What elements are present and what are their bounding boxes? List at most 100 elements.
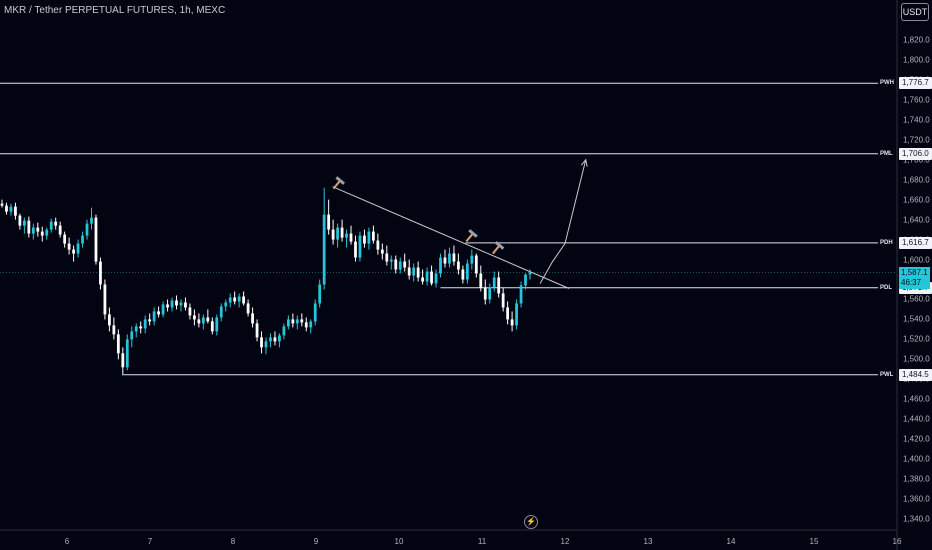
candle-body (269, 337, 272, 342)
candle-body (506, 307, 510, 320)
price-tick-label: 1,540.0 (903, 314, 930, 324)
candle-body (14, 206, 17, 216)
descending-trendline (332, 186, 570, 289)
candle-body (246, 303, 250, 314)
candle-body (85, 223, 89, 236)
price-tick-label: 1,720.0 (903, 135, 930, 145)
level-tag: PWL (880, 371, 894, 378)
candle-body (90, 217, 93, 224)
candle-body (443, 257, 447, 264)
time-tick-label: 8 (230, 537, 236, 546)
candle-body (31, 227, 35, 234)
price-tick-label: 1,360.0 (903, 494, 930, 504)
candle-body (224, 302, 228, 307)
candle-body (116, 334, 120, 354)
candle-body (286, 319, 290, 327)
price-tick-label: 1,440.0 (903, 414, 930, 424)
candle-body (242, 296, 246, 304)
candle-body (515, 303, 518, 326)
candle-body (166, 304, 169, 308)
candle-body (121, 353, 125, 368)
candle-body (251, 313, 254, 324)
candle-body (260, 337, 263, 348)
candle-body (76, 243, 80, 254)
candle-body (67, 243, 71, 250)
candle-body (340, 227, 344, 238)
level-price-box: 1,776.7 (899, 77, 932, 90)
price-tick-label: 1,700.0 (903, 155, 930, 165)
price-tick-label: 1,680.0 (903, 175, 930, 185)
time-tick-label: 14 (726, 537, 736, 546)
candle-body (18, 215, 22, 226)
candle-body (9, 206, 13, 212)
candle-body (358, 235, 362, 258)
price-tick-label: 1,820.0 (903, 35, 930, 45)
projected-path (539, 159, 587, 284)
candle-body (403, 261, 407, 268)
bar-countdown: 46:37 (901, 278, 922, 287)
candle-body (22, 220, 26, 226)
candle-body (430, 271, 433, 284)
candle-body (228, 297, 232, 303)
candle-body (434, 273, 438, 284)
level-price-box: 1,706.0 (899, 147, 932, 160)
price-tick-label: 1,800.0 (903, 55, 930, 65)
lightning-bolt-icon[interactable]: ⚡ (524, 515, 538, 529)
candle-body (291, 319, 295, 324)
candle-body (112, 325, 116, 335)
candle-body (219, 306, 223, 318)
current-price-label: 1,587.1 46:37 (899, 267, 930, 289)
candle-body (63, 234, 67, 244)
candle-body (237, 296, 241, 302)
time-tick-label: 9 (313, 537, 319, 546)
candle-body (139, 326, 143, 329)
candle-body (354, 241, 357, 258)
time-tick-label: 11 (477, 537, 487, 546)
candle-body (421, 277, 424, 282)
candle-body (416, 267, 420, 278)
candle-body (206, 317, 210, 322)
candle-body (510, 319, 514, 326)
price-tick-label: 1,640.0 (903, 215, 930, 225)
candle-body (255, 323, 259, 338)
candle-body (148, 319, 152, 322)
candle-body (345, 233, 348, 238)
candle-body (273, 337, 277, 342)
candle-body (448, 253, 451, 264)
candle-body (412, 267, 416, 276)
candle-body (193, 315, 196, 320)
price-tick-label: 1,400.0 (903, 454, 930, 464)
price-tick-label: 1,460.0 (903, 394, 930, 404)
chart-title: MKR / Tether PERPETUAL FUTURES, 1h, MEXC (4, 5, 226, 16)
candle-body (439, 257, 442, 274)
level-tag: PDL (880, 284, 892, 291)
candle-body (528, 272, 532, 275)
candle-body (380, 249, 384, 254)
candle-body (72, 249, 75, 254)
candle-body (161, 304, 165, 315)
price-tick-label: 1,600.0 (903, 255, 930, 265)
candle-body (143, 319, 147, 329)
time-tick-label: 6 (64, 537, 70, 546)
candle-body (318, 284, 322, 304)
candle-body (54, 221, 58, 226)
candle-body (524, 274, 527, 286)
candle-body (215, 317, 219, 332)
candle-body (457, 261, 460, 270)
candle-body (99, 261, 102, 285)
price-tick-label: 1,420.0 (903, 434, 930, 444)
candle-body (461, 269, 465, 280)
candle-body (108, 314, 111, 326)
candle-body (134, 326, 138, 332)
currency-button[interactable]: USDT (901, 3, 929, 21)
price-tick-label: 1,520.0 (903, 334, 930, 344)
candle-body (488, 287, 492, 300)
candle-body (304, 322, 308, 328)
price-tick-label: 1,660.0 (903, 195, 930, 205)
level-tag: PDH (880, 239, 893, 246)
candle-body (501, 293, 505, 308)
candle-body (130, 331, 134, 340)
pick-hammer-icon (492, 241, 505, 255)
candle-body (407, 267, 411, 276)
